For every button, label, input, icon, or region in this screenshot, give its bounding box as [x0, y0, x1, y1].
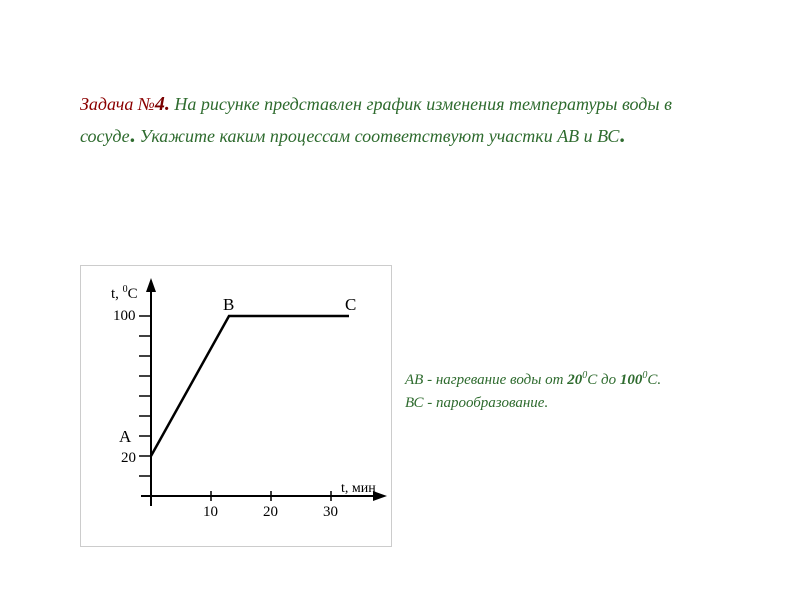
ab-t2: 100	[620, 372, 643, 388]
ab-t1: 20	[567, 372, 582, 388]
problem-label: Задача №4.	[80, 94, 174, 114]
ab-prefix: АВ - нагревание воды от	[405, 372, 567, 388]
answer-line-ab: АВ - нагревание воды от 200С до 1000С.	[405, 370, 661, 389]
ab-c1: С	[587, 372, 597, 388]
chart-container: t, 0С 100 20 10 20 30 t, мин A B C	[80, 265, 392, 547]
answers-block: АВ - нагревание воды от 200С до 1000С. В…	[405, 370, 661, 418]
point-a-label: A	[119, 427, 132, 446]
problem-number: 4.	[155, 93, 170, 115]
y-axis-label: t, 0С	[111, 284, 138, 302]
x-tick-3: 30	[323, 504, 338, 520]
x-tick-2: 20	[263, 504, 278, 520]
problem-statement: Задача №4. На рисунке представлен график…	[80, 90, 720, 151]
period-2: .	[619, 122, 625, 147]
y-min-label: 20	[121, 450, 136, 466]
problem-label-prefix: Задача №	[80, 94, 155, 114]
y-axis-arrow	[146, 278, 156, 292]
y-ticks	[139, 316, 151, 476]
answer-line-bc: ВС - парообразование.	[405, 395, 661, 412]
y-max-label: 100	[113, 308, 136, 324]
chart-line	[151, 316, 349, 456]
point-c-label: C	[345, 295, 356, 314]
x-tick-1: 10	[203, 504, 218, 520]
chart-svg: t, 0С 100 20 10 20 30 t, мин A B C	[81, 266, 391, 546]
ab-mid: до	[597, 372, 620, 388]
ab-suffix: .	[657, 372, 661, 388]
problem-body-2: Укажите каким процессам соответствуют уч…	[135, 126, 619, 146]
ab-c2: С	[647, 372, 657, 388]
x-axis-label: t, мин	[341, 481, 376, 496]
point-b-label: B	[223, 295, 234, 314]
